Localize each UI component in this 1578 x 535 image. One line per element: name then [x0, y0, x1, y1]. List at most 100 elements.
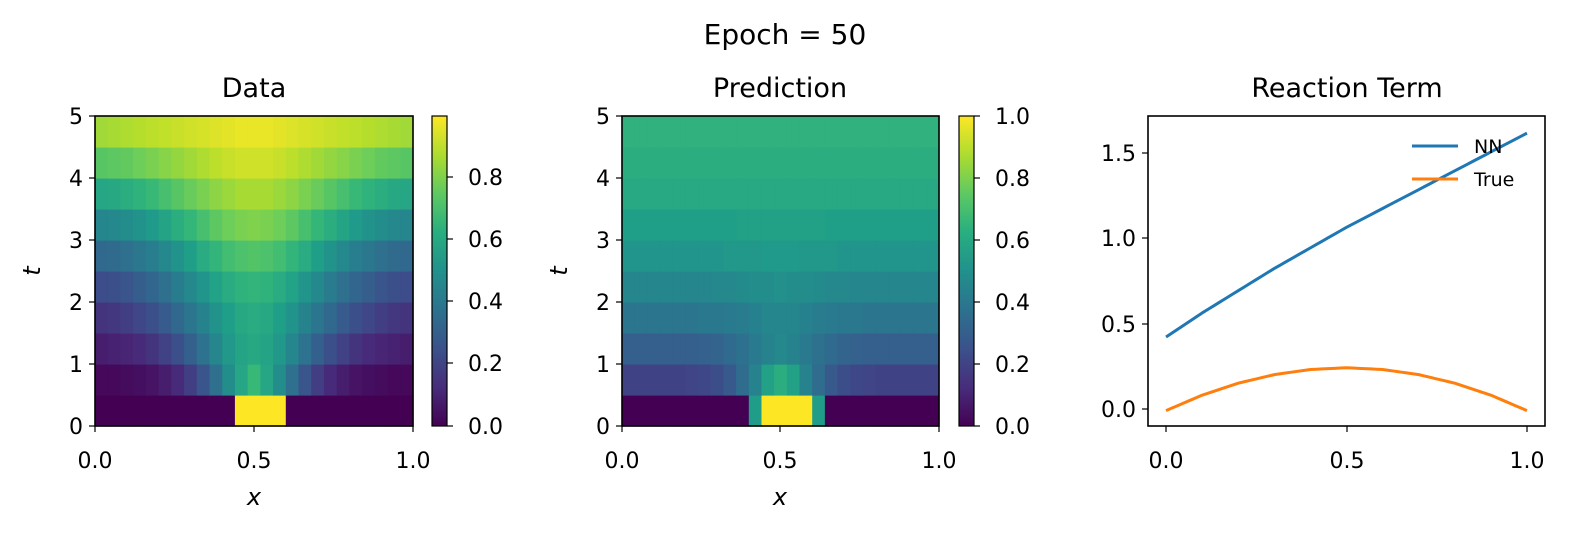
prediction-heatmap-cell [685, 364, 699, 396]
data-heatmap-cell [285, 209, 300, 241]
data-heatmap-cell [323, 333, 338, 365]
prediction-heatmap-cell [862, 147, 877, 179]
data-heatmap-cell [362, 178, 376, 210]
prediction-heatmap-cell [913, 240, 927, 272]
prediction-heatmap-cell [875, 240, 889, 272]
prediction-heatmap-cell [698, 271, 712, 303]
prediction-heatmap-cell [622, 333, 636, 365]
data-heatmap-cell [323, 116, 338, 148]
prediction-heatmap-cell [634, 364, 648, 396]
data-heatmap-cell [298, 271, 312, 303]
prediction-heatmap-cell [660, 147, 674, 179]
prediction-heatmap-cell [748, 209, 763, 241]
prediction-heatmap-cell [774, 395, 788, 427]
data-heatmap-cell [133, 116, 147, 148]
prediction-heatmap-cell [812, 240, 826, 272]
prediction-heatmap-cell [736, 147, 750, 179]
data-heatmap-cell [222, 116, 236, 148]
prediction-y-tick-label: 1 [596, 353, 610, 378]
prediction-heatmap-cell [672, 395, 686, 427]
prediction-heatmap-cell [850, 395, 864, 427]
prediction-heatmap-cell [622, 395, 636, 427]
data-heatmap-cell [336, 271, 350, 303]
prediction-heatmap-cell [888, 333, 902, 365]
data-heatmap-cell [311, 178, 325, 210]
prediction-colorbar: 0.0 0.2 0.4 0.6 0.8 1.0 [958, 105, 1030, 440]
prediction-heatmap-cell [761, 209, 775, 241]
prediction-heatmap-cell [862, 333, 877, 365]
prediction-heatmap-cell [685, 178, 699, 210]
data-heatmap-cell [260, 116, 274, 148]
prediction-heatmap-cell [634, 209, 648, 241]
prediction-heatmap-cell [672, 147, 686, 179]
data-heatmap-cell [323, 364, 338, 396]
prediction-heatmap-cell [913, 209, 927, 241]
prediction-heatmap-cell [723, 147, 737, 179]
prediction-heatmap-cell [723, 395, 737, 427]
prediction-heatmap-cell [748, 178, 763, 210]
prediction-heatmap-cell [660, 395, 674, 427]
data-heatmap-cell [349, 147, 363, 179]
data-x-tick-label: 0.0 [78, 449, 113, 474]
data-heatmap-cell [196, 147, 211, 179]
data-x-tick-label: 0.5 [237, 449, 272, 474]
prediction-heatmap-cell [850, 147, 864, 179]
prediction-colorbar-tick-label: 0.6 [995, 229, 1030, 254]
prediction-heatmap-cell [685, 240, 699, 272]
data-panel-title: Data [222, 73, 286, 104]
data-heatmap-cell [209, 333, 223, 365]
data-heatmap-cell [133, 178, 147, 210]
data-heatmap-cell [387, 333, 401, 365]
prediction-heatmap-cell [710, 178, 725, 210]
prediction-heatmap-cell [850, 209, 864, 241]
prediction-heatmap-cell [862, 209, 877, 241]
prediction-heatmap-cell [736, 302, 750, 334]
data-heatmap-cell [362, 240, 376, 272]
data-heatmap-cell [234, 116, 249, 148]
prediction-heatmap-cell [875, 271, 889, 303]
prediction-heatmap-cell [824, 364, 839, 396]
prediction-heatmap-cell [710, 116, 725, 148]
data-y-tick-label: 5 [69, 105, 83, 130]
data-heatmap-cell [336, 302, 350, 334]
prediction-heatmap-cell [647, 395, 661, 427]
prediction-heatmap-cell [774, 302, 788, 334]
data-heatmap-cell [387, 364, 401, 396]
prediction-heatmap-cell [748, 302, 763, 334]
prediction-heatmap-cell [634, 240, 648, 272]
prediction-heatmap-cell [888, 147, 902, 179]
data-heatmap-cell [400, 178, 414, 210]
prediction-heatmap-cell [622, 209, 636, 241]
prediction-heatmap-cell [774, 240, 788, 272]
data-heatmap-cell [120, 147, 134, 179]
prediction-heatmap-cell [862, 302, 877, 334]
prediction-x-axis-label: x [772, 483, 788, 511]
data-heatmap-cell [323, 178, 338, 210]
data-heatmap-cell [95, 364, 109, 396]
data-heatmap-cell [222, 209, 236, 241]
prediction-heatmap-cell [672, 364, 686, 396]
data-heatmap-cell [234, 364, 249, 396]
data-heatmap-cell [285, 395, 300, 427]
data-heatmap-cell [133, 271, 147, 303]
data-heatmap-cell [234, 271, 249, 303]
data-heatmap-cell [298, 116, 312, 148]
data-heatmap-cell [387, 178, 401, 210]
reaction-axes-frame [1147, 115, 1546, 427]
data-heatmap-cell [285, 147, 300, 179]
prediction-heatmap-cell [913, 178, 927, 210]
data-heatmap-cell [158, 209, 172, 241]
data-heatmap-cell [120, 178, 134, 210]
prediction-heatmap-cell [774, 271, 788, 303]
data-y-tick-label: 2 [69, 291, 83, 316]
prediction-heatmap-cell [647, 364, 661, 396]
data-heatmap-cell [298, 333, 312, 365]
prediction-heatmap-cell [622, 178, 636, 210]
data-heatmap-cell [196, 395, 211, 427]
data-heatmap-cell [95, 271, 109, 303]
prediction-heatmap-cell [900, 333, 915, 365]
data-colorbar-tick-label: 0.0 [468, 415, 503, 440]
data-heatmap-cell [285, 178, 300, 210]
data-heatmap-cell [311, 364, 325, 396]
